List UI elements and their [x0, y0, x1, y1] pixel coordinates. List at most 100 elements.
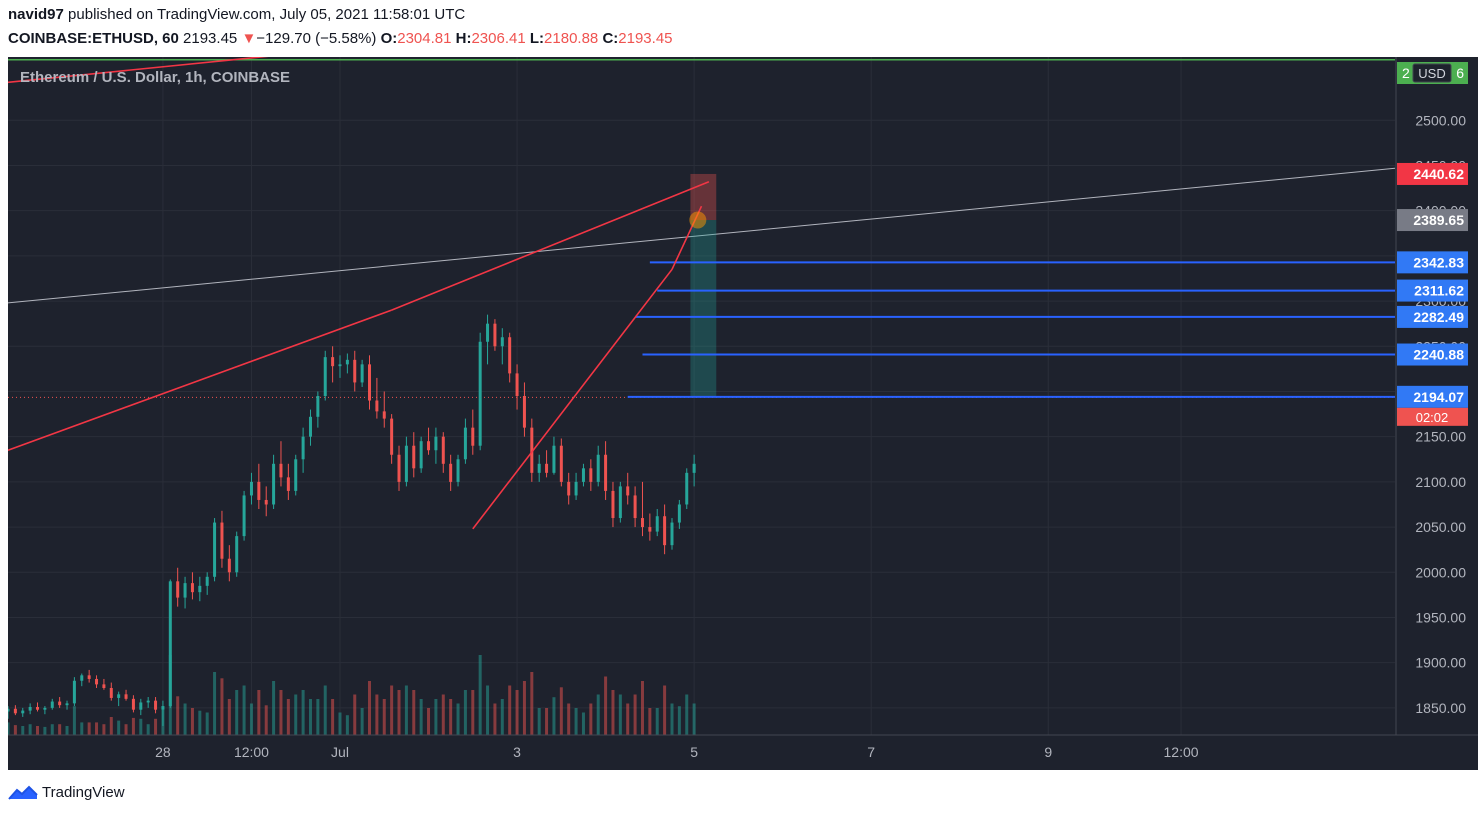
- volume-bar: [522, 681, 526, 735]
- volume-bar: [242, 685, 246, 735]
- candle-body: [537, 463, 541, 473]
- open-label: O:: [380, 30, 398, 47]
- price-tick-label: 1950.00: [1415, 609, 1466, 625]
- volume-bar: [331, 699, 335, 735]
- chart-area[interactable]: Ethereum / U.S. Dollar, 1h, COINBASE 1850…: [8, 57, 1478, 770]
- price-chart[interactable]: Ethereum / U.S. Dollar, 1h, COINBASE 1850…: [8, 57, 1478, 770]
- time-tick-label: 9: [1044, 744, 1052, 760]
- candle-body: [50, 701, 54, 708]
- candle-body: [404, 445, 408, 482]
- candle-body: [522, 396, 526, 428]
- candle-body: [397, 454, 401, 482]
- price-tick-label: 2100.00: [1415, 474, 1466, 490]
- volume-bar: [412, 690, 416, 735]
- candle-body: [545, 463, 549, 473]
- volume-bar: [419, 699, 423, 735]
- trendline-top-left-line: [8, 57, 269, 84]
- volume-bar: [427, 708, 431, 735]
- candle-body: [43, 707, 47, 710]
- candle-body: [168, 581, 172, 707]
- volume-bar: [655, 708, 659, 735]
- price-label-text: 2240.88: [1413, 347, 1464, 363]
- volume-bar: [279, 690, 283, 735]
- last-price: 2193.45: [183, 30, 238, 47]
- candle-body: [198, 585, 202, 593]
- time-tick-label: 3: [513, 744, 521, 760]
- volume-bar: [559, 687, 563, 735]
- volume-bar: [677, 706, 681, 735]
- chart-header: navid97 published on TradingView.com, Ju…: [8, 0, 1478, 54]
- candle-body: [353, 359, 357, 383]
- volume-bar: [441, 694, 445, 735]
- candle-body: [692, 463, 696, 473]
- volume-bar: [663, 685, 667, 735]
- candle-body: [478, 341, 482, 446]
- volume-bar: [257, 690, 261, 735]
- volume-bar: [316, 699, 320, 735]
- candle-body: [382, 411, 386, 419]
- volume-bar: [478, 655, 482, 735]
- tradingview-logo-icon[interactable]: [8, 782, 38, 802]
- volume-bar: [8, 722, 10, 735]
- candle-body: [626, 486, 630, 496]
- price-label-box: [1397, 209, 1468, 232]
- candle-body: [427, 441, 431, 451]
- price-label-text: 2389.65: [1413, 212, 1464, 228]
- volume-bar: [220, 678, 224, 735]
- volume-bar: [43, 726, 47, 735]
- candle-body: [213, 522, 217, 577]
- volume-bar: [154, 718, 158, 735]
- volume-bar: [131, 717, 135, 735]
- top-badge-left: 2: [1402, 65, 1410, 81]
- volume-bar: [648, 708, 652, 735]
- candle-body: [36, 706, 40, 710]
- volume-bar: [227, 699, 231, 735]
- volume-bar: [493, 703, 497, 735]
- volume-bar: [574, 708, 578, 735]
- price-label-text: 2282.49: [1413, 309, 1464, 325]
- countdown-text: 02:02: [1416, 410, 1449, 425]
- volume-bar: [368, 681, 372, 735]
- volume-bar: [508, 685, 512, 735]
- volume-bar: [146, 724, 150, 735]
- time-tick-label: Jul: [331, 744, 349, 760]
- candle-body: [604, 454, 608, 491]
- candle-body: [685, 472, 689, 505]
- candle-body: [286, 477, 290, 491]
- candle-body: [589, 468, 593, 482]
- volume-bar: [65, 726, 69, 735]
- symbol-label: COINBASE:ETHUSD, 60: [8, 30, 179, 47]
- candle-body: [390, 418, 394, 455]
- volume-bar: [390, 685, 394, 735]
- candle-body: [530, 427, 534, 473]
- volume-bar: [463, 690, 467, 735]
- author-name[interactable]: navid97: [8, 6, 64, 23]
- entry-marker: [689, 211, 707, 229]
- candle-body: [677, 504, 681, 523]
- volume-bar: [530, 672, 534, 735]
- candle-body: [227, 558, 231, 573]
- candle-body: [279, 463, 283, 478]
- candle-body: [323, 357, 327, 396]
- candle-body: [463, 427, 467, 460]
- candle-body: [618, 486, 622, 519]
- price-label-box: [1397, 343, 1468, 366]
- close-label: C:: [602, 30, 619, 47]
- volume-bar: [183, 703, 187, 735]
- high-value: 2306.41: [471, 30, 526, 47]
- time-tick-label: 12:00: [1164, 744, 1199, 760]
- tradingview-brand[interactable]: TradingView: [42, 784, 125, 801]
- currency-box: [1412, 63, 1452, 83]
- candle-body: [21, 710, 25, 714]
- volume-bar: [249, 703, 253, 735]
- candle-body: [102, 684, 106, 688]
- chart-background: [8, 57, 1478, 770]
- candle-body: [235, 536, 239, 573]
- candle-body: [338, 364, 342, 367]
- price-label-box: [1397, 279, 1468, 302]
- candle-body: [257, 481, 261, 500]
- candle-body: [124, 694, 128, 699]
- price-tick-label: 2500.00: [1415, 112, 1466, 128]
- candle-body: [131, 698, 135, 710]
- candle-body: [611, 490, 615, 519]
